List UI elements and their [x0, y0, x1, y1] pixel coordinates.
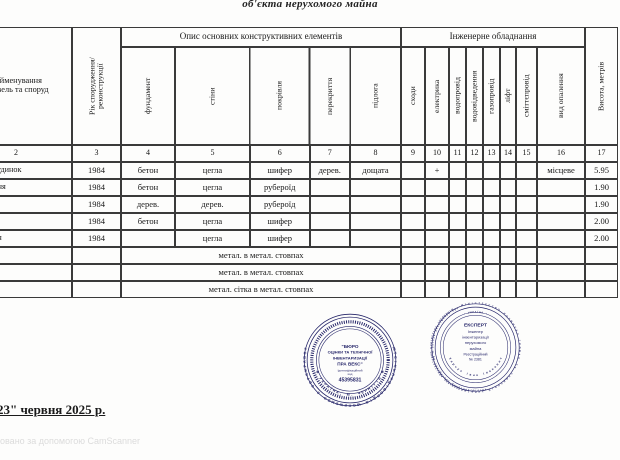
svg-text:С: С — [474, 301, 476, 304]
svg-text:Інженер: Інженер — [468, 328, 484, 333]
svg-text:Д: Д — [516, 356, 519, 359]
svg-text:45395831: 45395831 — [339, 378, 362, 384]
svg-text:ЕКСПЕРТ: ЕКСПЕРТ — [463, 322, 486, 328]
svg-text:Реєстраційний: Реєстраційний — [463, 352, 487, 356]
svg-text:в: в — [469, 372, 472, 376]
svg-text:С: С — [393, 356, 397, 359]
svg-text:Р: Р — [484, 302, 487, 305]
svg-text:М: М — [517, 349, 520, 351]
svg-text:Н: Н — [348, 403, 351, 407]
svg-text:ОЦІНКИ ТА ТЕХНІЧНОЇ: ОЦІНКИ ТА ТЕХНІЧНОЇ — [328, 350, 374, 355]
svg-text:О: О — [303, 351, 307, 355]
svg-text:А: А — [517, 353, 520, 355]
svg-text:І: І — [471, 301, 472, 304]
svg-text:М: М — [460, 303, 463, 306]
svg-text:Ідентифікаційний: Ідентифікаційний — [338, 368, 363, 372]
svg-text:Х: Х — [448, 356, 452, 359]
svg-text:О: О — [518, 346, 521, 348]
svg-text:ІНВЕНТАРИЗАЦІЇ: ІНВЕНТАРИЗАЦІЇ — [333, 356, 368, 361]
svg-text:н: н — [476, 372, 478, 376]
svg-text:код: код — [348, 372, 353, 376]
svg-text:І: І — [375, 380, 379, 383]
svg-text:✻: ✻ — [315, 369, 321, 374]
svg-text:Г: Г — [517, 339, 520, 341]
svg-text:майна: майна — [469, 345, 481, 350]
svg-text:інвентаризації: інвентаризації — [462, 334, 489, 339]
svg-text:ф: ф — [472, 389, 474, 392]
svg-text:Р: Р — [303, 364, 307, 368]
svg-text:В: В — [377, 376, 382, 381]
svg-text:Н: Н — [467, 302, 469, 305]
svg-text:ПРА ВЕКС": ПРА ВЕКС" — [337, 361, 362, 366]
svg-text:Т: Т — [393, 352, 397, 356]
svg-text:И: И — [304, 368, 309, 372]
svg-text:Ю: Ю — [392, 347, 397, 352]
svg-text:Е: Е — [481, 302, 483, 305]
svg-text:Р: Р — [502, 312, 505, 316]
svg-text:к: к — [467, 388, 469, 391]
svg-text:С: С — [305, 372, 310, 376]
svg-text:Р: Р — [518, 343, 521, 345]
svg-text:к: к — [459, 368, 463, 372]
svg-text:О: О — [505, 314, 509, 318]
svg-text:в: в — [485, 370, 488, 374]
svg-text:А: А — [474, 310, 476, 313]
svg-text:ч: ч — [498, 356, 502, 359]
svg-text:А: А — [303, 360, 307, 363]
svg-text:а: а — [472, 372, 474, 376]
svg-text:.: . — [351, 393, 352, 397]
svg-text:и: и — [497, 359, 501, 363]
svg-text:Р: Р — [504, 377, 508, 381]
svg-text:І: І — [482, 371, 484, 375]
svg-text:І: І — [466, 371, 468, 375]
svg-text:Ю: Ю — [356, 402, 361, 407]
svg-text:І: І — [464, 302, 466, 305]
svg-text:нерухомого: нерухомого — [464, 340, 486, 345]
svg-text:Т: Т — [478, 301, 480, 304]
svg-text:І: І — [393, 361, 397, 362]
svg-text:№ 2381: № 2381 — [469, 357, 482, 361]
svg-text:О: О — [353, 403, 356, 407]
svg-text:"БЮРО: "БЮРО — [342, 344, 359, 349]
svg-text:Е: Е — [507, 374, 511, 377]
svg-text:М: М — [347, 393, 350, 397]
